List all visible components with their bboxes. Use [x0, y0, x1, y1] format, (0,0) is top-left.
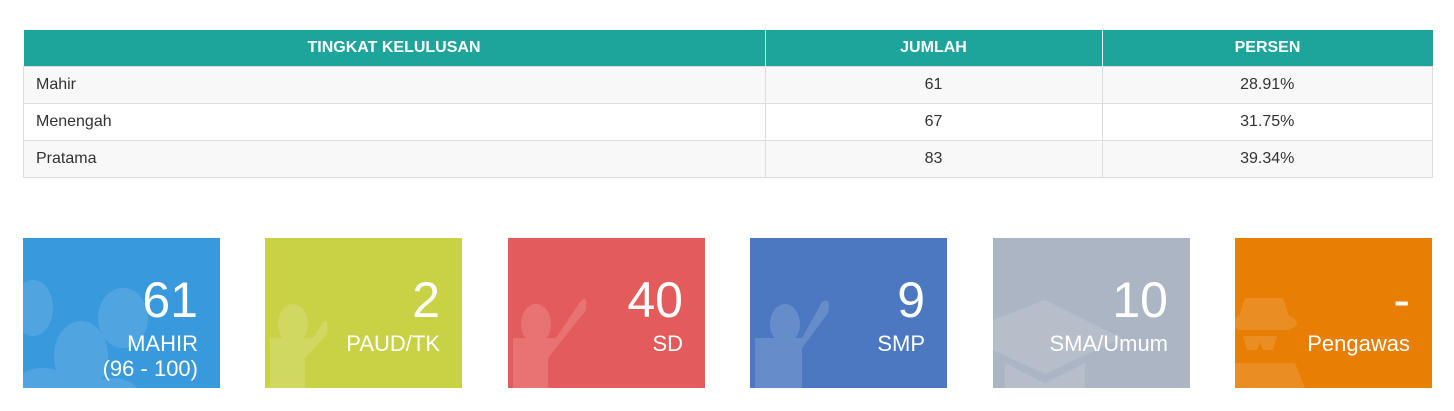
table-row: Pratama 83 39.34%: [23, 140, 1433, 178]
graduation-cap-icon: [993, 300, 1121, 388]
card-value: 40: [627, 272, 683, 328]
child-icon: [755, 300, 830, 388]
cell-level: Mahir: [23, 66, 766, 104]
stat-card-paud-tk[interactable]: 2 PAUD/TK: [265, 238, 462, 388]
graduation-level-table: TINGKAT KELULUSAN JUMLAH PERSEN Mahir 61…: [23, 30, 1433, 178]
card-label: MAHIR (96 - 100): [102, 331, 198, 381]
cell-level: Menengah: [23, 103, 766, 141]
card-value: 9: [897, 272, 925, 328]
header-percent: PERSEN: [1102, 30, 1433, 67]
card-label: Pengawas: [1307, 331, 1410, 356]
cell-count: 67: [764, 103, 1103, 141]
stat-card-sd[interactable]: 40 SD: [508, 238, 705, 388]
card-label: SMP: [877, 331, 925, 356]
card-label: SMA/Umum: [1049, 331, 1168, 356]
cell-percent: 39.34%: [1101, 140, 1433, 178]
cell-percent: 28.91%: [1101, 66, 1433, 104]
user-secret-icon: [1235, 298, 1305, 388]
cell-level: Pratama: [23, 140, 766, 178]
table-row: Mahir 61 28.91%: [23, 66, 1433, 104]
header-count: JUMLAH: [765, 30, 1103, 67]
cell-percent: 31.75%: [1101, 103, 1433, 141]
table-header-row: TINGKAT KELULUSAN JUMLAH PERSEN: [23, 30, 1433, 67]
stat-card-sma-umum[interactable]: 10 SMA/Umum: [993, 238, 1190, 388]
stat-card-smp[interactable]: 9 SMP: [750, 238, 947, 388]
cell-count: 61: [764, 66, 1103, 104]
child-icon: [513, 298, 587, 388]
card-value: 2: [412, 272, 440, 328]
users-icon: [23, 280, 148, 388]
card-value: 10: [1112, 272, 1168, 328]
stat-card-pengawas[interactable]: - Pengawas: [1235, 238, 1432, 388]
card-label: PAUD/TK: [346, 331, 440, 356]
card-value: -: [1393, 272, 1410, 328]
card-value: 61: [142, 272, 198, 328]
child-icon: [270, 304, 328, 388]
header-level: TINGKAT KELULUSAN: [23, 30, 766, 67]
stat-card-mahir[interactable]: 61 MAHIR (96 - 100): [23, 238, 220, 388]
card-label: SD: [652, 331, 683, 356]
table-row: Menengah 67 31.75%: [23, 103, 1433, 141]
cell-count: 83: [764, 140, 1103, 178]
